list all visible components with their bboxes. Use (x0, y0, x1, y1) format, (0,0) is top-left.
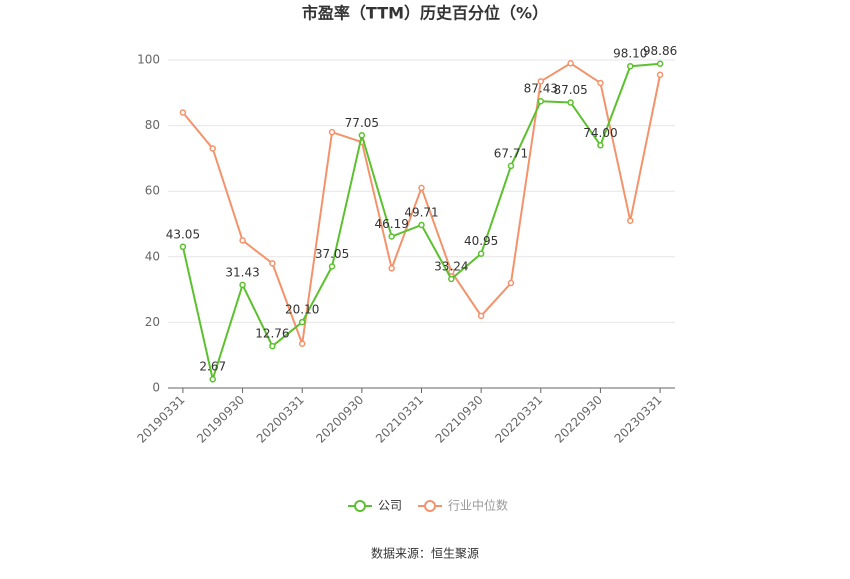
legend-label: 行业中位数 (448, 498, 508, 513)
legend-marker (424, 500, 437, 512)
point (656, 60, 664, 67)
x-tick-label: 20190930 (194, 393, 247, 446)
y-tick-label: 60 (145, 184, 160, 198)
value-label: 77.05 (345, 116, 379, 130)
value-label: 67.71 (494, 146, 528, 160)
point (239, 237, 246, 244)
point (298, 318, 306, 326)
point (388, 265, 395, 272)
point (418, 221, 425, 229)
x-tick-label: 20230331 (612, 393, 665, 446)
value-label: 2.67 (199, 360, 226, 374)
value-label: 98.86 (643, 44, 677, 58)
x-tick-label: 20200930 (313, 393, 366, 446)
point (239, 281, 246, 289)
x-tick-label: 20220930 (552, 393, 605, 446)
point (567, 99, 574, 106)
value-label: 46.19 (374, 217, 408, 231)
point (597, 142, 604, 149)
point (507, 279, 515, 287)
y-tick-label: 0 (152, 381, 160, 395)
value-label: 43.05 (166, 227, 200, 241)
point (358, 132, 366, 139)
point (537, 78, 545, 85)
x-tick-label: 20200331 (254, 393, 307, 446)
point (269, 342, 276, 350)
value-label: 49.71 (404, 205, 438, 219)
point (627, 217, 634, 224)
point (597, 79, 604, 87)
legend-marker (354, 500, 366, 512)
point (328, 263, 336, 270)
point (179, 243, 187, 251)
point (209, 375, 216, 383)
point (388, 233, 395, 240)
point (179, 109, 187, 116)
y-tick-label: 20 (145, 315, 160, 329)
point (656, 71, 664, 79)
value-label: 87.05 (553, 83, 587, 97)
y-tick-label: 40 (145, 249, 160, 263)
value-label: 12.76 (255, 327, 289, 341)
series-line (182, 62, 662, 345)
point (507, 162, 515, 170)
point (567, 60, 574, 67)
value-label: 98.10 (613, 47, 647, 61)
chart-title: 市盈率（TTM）历史百分位（%） (302, 4, 548, 23)
value-label: 40.95 (464, 234, 498, 248)
point (448, 275, 455, 283)
x-tick-label: 20210930 (433, 393, 486, 446)
source-note: 数据来源：恒生聚源 (371, 546, 479, 561)
value-label: 74.00 (583, 126, 617, 140)
point (269, 260, 276, 267)
legend-label: 公司 (378, 499, 402, 513)
y-tick-label: 80 (145, 118, 160, 132)
x-tick-label: 20210331 (373, 393, 426, 446)
point (477, 312, 485, 320)
point (448, 268, 455, 275)
point (328, 128, 336, 136)
value-label: 31.43 (225, 265, 259, 279)
point (418, 184, 425, 192)
point (209, 145, 216, 152)
point (537, 97, 545, 105)
value-label: 37.05 (315, 247, 349, 261)
value-label: 87.43 (524, 82, 558, 96)
point (627, 62, 634, 70)
point (477, 250, 485, 257)
value-label: 20.10 (285, 303, 319, 317)
point (298, 340, 306, 347)
y-tick-label: 100 (137, 53, 160, 67)
x-tick-label: 20190331 (134, 393, 187, 446)
value-label: 33.24 (434, 259, 468, 273)
x-tick-label: 20220331 (492, 393, 545, 446)
